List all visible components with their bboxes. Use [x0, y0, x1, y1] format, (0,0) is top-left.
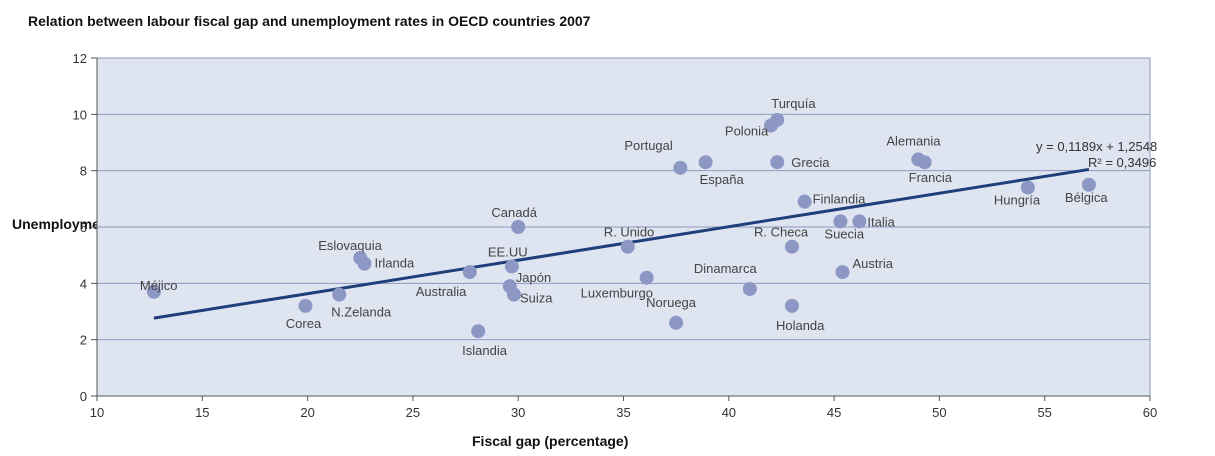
y-tick-label: 6: [80, 220, 87, 235]
point-label: N.Zelanda: [331, 305, 392, 320]
data-point: [784, 239, 799, 254]
data-point: [917, 155, 932, 170]
point-label: R. Checa: [754, 225, 809, 240]
point-label: España: [700, 172, 745, 187]
x-tick-label: 15: [195, 405, 209, 420]
x-tick-label: 25: [406, 405, 420, 420]
point-label: Holanda: [776, 318, 825, 333]
data-point: [797, 194, 812, 209]
data-point: [506, 287, 521, 302]
point-label: Irlanda: [374, 256, 415, 271]
y-tick-label: 12: [73, 51, 87, 66]
point-label: EE.UU: [488, 244, 528, 259]
point-label: Alemania: [886, 133, 941, 148]
x-tick-label: 35: [616, 405, 630, 420]
data-point: [462, 265, 477, 280]
x-axis-label: Fiscal gap (percentage): [472, 433, 629, 449]
data-point: [673, 160, 688, 175]
data-point: [784, 298, 799, 313]
data-point: [471, 324, 486, 339]
point-label: Canadá: [491, 205, 537, 220]
data-point: [669, 315, 684, 330]
trend-r-squared: R² = 0,3496: [1088, 155, 1156, 170]
y-tick-label: 0: [80, 389, 87, 404]
y-tick-label: 10: [73, 107, 87, 122]
point-label: Noruega: [646, 295, 697, 310]
point-label: Islandia: [462, 343, 508, 358]
point-label: R. Unido: [604, 225, 655, 240]
data-point: [620, 239, 635, 254]
point-label: Hungría: [994, 193, 1041, 208]
data-point: [357, 256, 372, 271]
point-label: Eslovaquia: [318, 238, 382, 253]
point-label: Italia: [867, 214, 895, 229]
data-point: [835, 265, 850, 280]
point-label: Bélgica: [1065, 190, 1108, 205]
x-tick-label: 50: [932, 405, 946, 420]
data-point: [698, 155, 713, 170]
point-label: Finlandia: [813, 192, 867, 207]
data-point: [770, 112, 785, 127]
point-label: Grecia: [791, 155, 830, 170]
data-point: [298, 298, 313, 313]
point-label: Suecia: [824, 226, 865, 241]
point-label: Suiza: [520, 291, 553, 306]
trend-equation: y = 0,1189x + 1,2548: [1036, 139, 1157, 154]
point-label: Dinamarca: [694, 261, 758, 276]
data-point: [833, 214, 848, 229]
x-tick-label: 45: [827, 405, 841, 420]
point-label: Luxemburgo: [581, 286, 653, 301]
point-label: Méjico: [140, 278, 178, 293]
x-tick-label: 20: [300, 405, 314, 420]
data-point: [146, 284, 161, 299]
data-point: [504, 259, 519, 274]
point-label: Australia: [416, 284, 467, 299]
x-tick-label: 55: [1037, 405, 1051, 420]
data-point: [1020, 180, 1035, 195]
x-tick-label: 10: [90, 405, 104, 420]
x-tick-label: 40: [722, 405, 736, 420]
point-label: Corea: [286, 316, 322, 331]
point-label: Polonia: [725, 124, 769, 139]
data-point: [332, 287, 347, 302]
point-label: Portugal: [624, 138, 673, 153]
point-label: Austria: [853, 256, 894, 271]
data-point: [742, 281, 757, 296]
data-point: [1081, 177, 1096, 192]
data-point: [852, 214, 867, 229]
x-tick-label: 60: [1143, 405, 1157, 420]
y-tick-label: 8: [80, 164, 87, 179]
y-tick-label: 2: [80, 333, 87, 348]
point-label: Francia: [909, 170, 953, 185]
x-tick-label: 30: [511, 405, 525, 420]
data-point: [511, 220, 526, 234]
y-tick-label: 4: [80, 276, 87, 291]
data-point: [770, 155, 785, 170]
data-point: [639, 270, 654, 285]
point-label: Turquía: [771, 96, 816, 111]
point-label: Japón: [516, 270, 551, 285]
chart-title: Relation between labour fiscal gap and u…: [28, 13, 591, 29]
